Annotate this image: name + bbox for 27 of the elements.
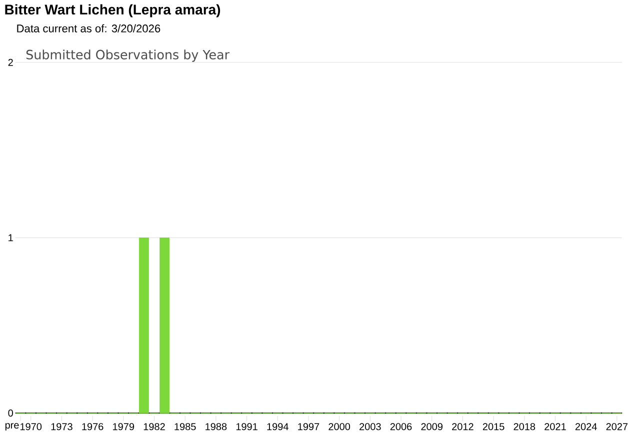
x-tick-label: 2003	[360, 423, 381, 430]
text: Submitted Observations by Year	[26, 50, 230, 62]
x-tick-label: 2027	[606, 423, 628, 430]
x-tick-label: 1997	[298, 423, 320, 430]
x-tick-label: 1991	[236, 423, 258, 430]
x-tick-label: 1970	[20, 423, 42, 430]
y-tick-label: 1	[8, 234, 13, 242]
x-tick-label: 1979	[113, 423, 134, 430]
x-tick-label: 2009	[421, 423, 442, 430]
x-tick-label: 2015	[482, 423, 504, 430]
y-tick-label: 0	[8, 410, 13, 417]
x-tick-label: 1985	[174, 423, 196, 430]
x-tick-label: 1988	[206, 423, 227, 430]
x-tick-label: 2006	[390, 423, 412, 430]
x-tick-label: 2000	[328, 423, 350, 430]
x-tick-label: 1994	[267, 423, 288, 430]
x-tick-label: 2021	[544, 423, 566, 430]
x-tick-label: 1976	[82, 423, 104, 430]
x-tick-label: 2012	[452, 423, 474, 430]
x-tick-label: 2018	[514, 423, 536, 430]
chart-title: Bitter Wart Lichen (Lepra amara)	[5, 4, 220, 18]
x-tick-label: 1982	[144, 423, 165, 430]
x-tick-label: 2024	[575, 423, 597, 430]
x-tick-label: 1973	[51, 423, 72, 430]
y-tick-label: 2	[8, 58, 13, 66]
chart-subtitle: Data current as of: 3/20/2026	[17, 24, 160, 32]
x-tick-label: pre	[5, 423, 19, 431]
